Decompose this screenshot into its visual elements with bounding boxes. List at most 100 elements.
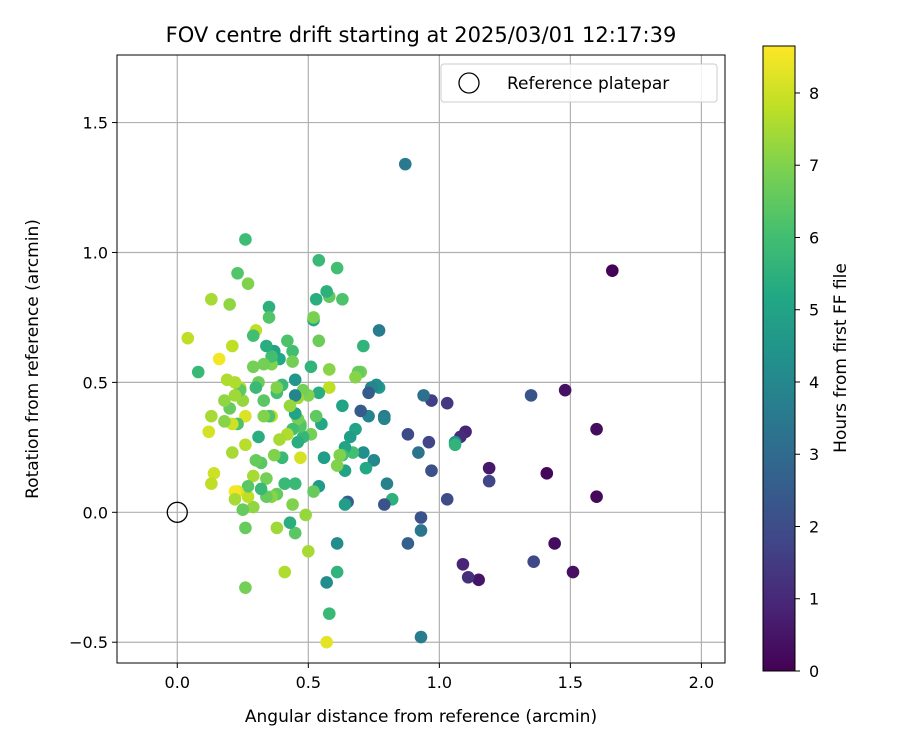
data-point xyxy=(378,412,391,426)
data-point xyxy=(448,438,462,452)
data-point xyxy=(357,446,370,459)
colorbar-tick-label: 7 xyxy=(809,156,819,175)
data-points xyxy=(181,157,619,649)
data-point xyxy=(239,409,252,423)
data-point xyxy=(241,490,255,504)
data-point xyxy=(330,261,344,275)
data-point xyxy=(288,526,302,540)
data-point xyxy=(283,516,297,529)
data-point xyxy=(309,409,323,423)
colorbar-label: Hours from first FF file xyxy=(831,263,851,453)
data-point xyxy=(246,469,260,483)
data-point xyxy=(249,454,263,467)
data-point xyxy=(362,386,375,400)
y-tick-label: 0.5 xyxy=(83,373,108,392)
data-point xyxy=(357,339,370,353)
data-point xyxy=(322,607,336,620)
data-point xyxy=(590,490,603,504)
data-point xyxy=(338,498,352,511)
data-point xyxy=(540,467,554,480)
data-point xyxy=(246,360,260,374)
legend-box xyxy=(440,63,718,103)
data-point xyxy=(304,360,318,374)
colorbar-tick-label: 6 xyxy=(809,228,819,247)
colorbar-tick-label: 0 xyxy=(809,662,819,681)
y-axis-ticks: −0.5 0.0 0.5 1.0 1.5 xyxy=(69,114,117,652)
data-point xyxy=(239,581,252,594)
data-point xyxy=(288,389,302,402)
data-point xyxy=(317,451,331,465)
data-point xyxy=(252,430,265,444)
data-point xyxy=(336,399,349,413)
data-point xyxy=(218,394,231,407)
data-point xyxy=(312,334,326,348)
data-point xyxy=(456,557,470,571)
colorbar-tick-label: 8 xyxy=(809,84,819,103)
y-tick-label: 1.5 xyxy=(83,114,108,133)
data-point xyxy=(205,409,218,423)
data-point xyxy=(425,464,438,478)
data-point xyxy=(220,373,234,387)
data-point xyxy=(181,331,195,345)
data-point xyxy=(412,446,425,459)
legend: Reference platepar xyxy=(440,63,718,103)
data-point xyxy=(359,461,373,475)
data-point xyxy=(343,430,357,444)
data-point xyxy=(322,381,336,394)
data-point xyxy=(527,555,540,568)
data-point xyxy=(548,537,561,550)
data-point xyxy=(312,386,326,400)
data-point xyxy=(257,357,271,371)
data-point xyxy=(262,311,276,324)
legend-entry-reference-platepar: Reference platepar xyxy=(507,74,669,94)
data-point xyxy=(205,477,218,491)
x-tick-label: 1.0 xyxy=(427,673,452,692)
data-point xyxy=(440,396,454,410)
colorbar-tick-label: 4 xyxy=(809,373,819,392)
data-point xyxy=(246,500,260,514)
data-point xyxy=(322,363,336,376)
data-point xyxy=(278,477,292,491)
x-tick-label: 2.0 xyxy=(689,673,714,692)
data-point xyxy=(288,477,302,491)
data-point xyxy=(262,300,276,314)
y-tick-label: −0.5 xyxy=(69,633,108,652)
data-point xyxy=(241,480,255,493)
data-point xyxy=(606,264,619,277)
colorbar-ticks: 0 1 2 3 4 5 6 7 8 xyxy=(795,84,819,681)
chart-title: FOV centre drift starting at 2025/03/01 … xyxy=(166,23,677,47)
data-point xyxy=(260,339,273,353)
data-point xyxy=(414,630,428,644)
data-point xyxy=(422,435,436,449)
data-point xyxy=(590,422,603,436)
data-point xyxy=(566,565,580,579)
data-point xyxy=(228,389,242,402)
x-axis-label: Angular distance from reference (arcmin) xyxy=(245,707,597,727)
data-point xyxy=(336,292,349,306)
data-point xyxy=(320,635,333,649)
x-tick-label: 0.0 xyxy=(165,673,190,692)
colorbar-tick-label: 2 xyxy=(809,517,819,536)
data-point xyxy=(401,537,415,550)
plot-frame xyxy=(116,54,726,664)
data-point xyxy=(286,498,299,511)
data-point xyxy=(191,365,205,379)
data-point xyxy=(205,292,218,306)
data-point xyxy=(330,537,344,550)
data-point xyxy=(320,576,333,589)
data-point xyxy=(226,446,239,459)
data-point xyxy=(265,350,278,363)
data-point xyxy=(286,355,299,368)
data-point xyxy=(260,472,273,485)
data-point xyxy=(226,339,239,353)
data-point xyxy=(309,292,323,306)
data-point xyxy=(401,428,415,441)
data-point xyxy=(472,573,485,587)
data-point xyxy=(257,394,271,407)
data-point xyxy=(299,508,312,522)
colorbar-tick-label: 3 xyxy=(809,445,819,464)
data-point xyxy=(231,266,244,280)
data-point xyxy=(257,409,271,423)
